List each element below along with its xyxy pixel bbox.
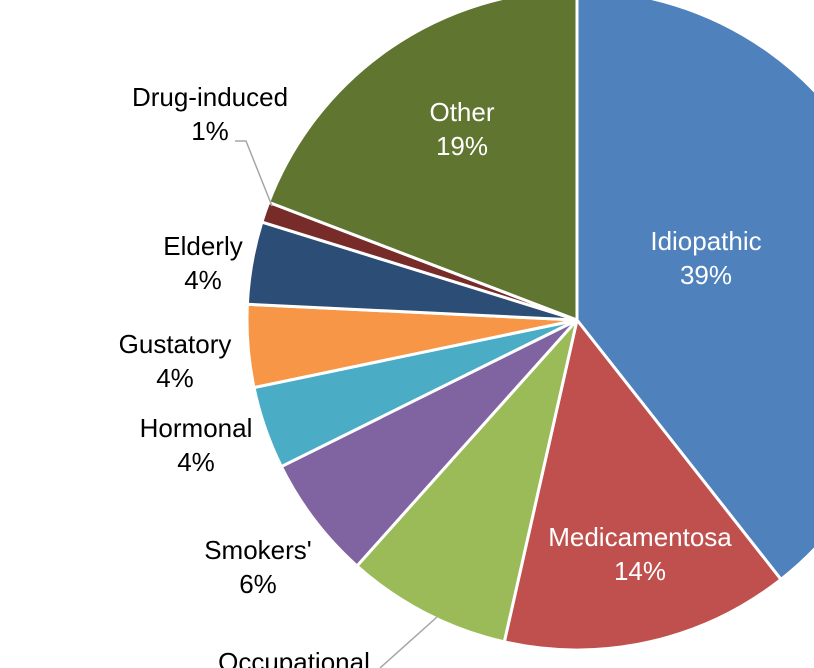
slice-label-hormonal: Hormonal bbox=[140, 413, 253, 443]
leader-line-drug-induced bbox=[235, 140, 273, 207]
slice-percent-other: 19% bbox=[436, 131, 488, 161]
pie-slice-occupational bbox=[355, 318, 579, 644]
slice-label-elderly: Elderly bbox=[163, 231, 242, 261]
slice-percent-hormonal: 4% bbox=[177, 447, 215, 477]
pie-slice-medicamentosa bbox=[502, 318, 783, 652]
pie-slices bbox=[245, 0, 814, 652]
slice-percent-idiopathic: 39% bbox=[680, 260, 732, 290]
slice-label-medicamentosa: Medicamentosa bbox=[548, 522, 732, 552]
slice-label-idiopathic: Idiopathic bbox=[650, 226, 761, 256]
pie-slice-other bbox=[267, 0, 579, 322]
leader-line-occupational bbox=[379, 616, 438, 668]
slice-label-other: Other bbox=[429, 97, 494, 127]
slice-label-occupational: Occupational bbox=[218, 647, 370, 668]
slice-percent-smokers: 6% bbox=[239, 569, 277, 599]
slice-label-drug-induced: Drug-induced bbox=[132, 82, 288, 112]
slice-labels: Idiopathic 39% Medicamentosa 14% Occupationa… bbox=[119, 82, 762, 668]
pie-slice-idiopathic bbox=[575, 0, 814, 581]
pie-slice-smokers bbox=[279, 318, 579, 568]
slice-percent-elderly: 4% bbox=[184, 265, 222, 295]
slice-label-gustatory: Gustatory bbox=[119, 329, 232, 359]
slice-percent-medicamentosa: 14% bbox=[614, 556, 666, 586]
leader-lines bbox=[235, 140, 438, 668]
slice-label-smokers: Smokers' bbox=[204, 535, 312, 565]
slice-percent-drug-induced: 1% bbox=[191, 116, 229, 146]
slice-percent-gustatory: 4% bbox=[156, 363, 194, 393]
